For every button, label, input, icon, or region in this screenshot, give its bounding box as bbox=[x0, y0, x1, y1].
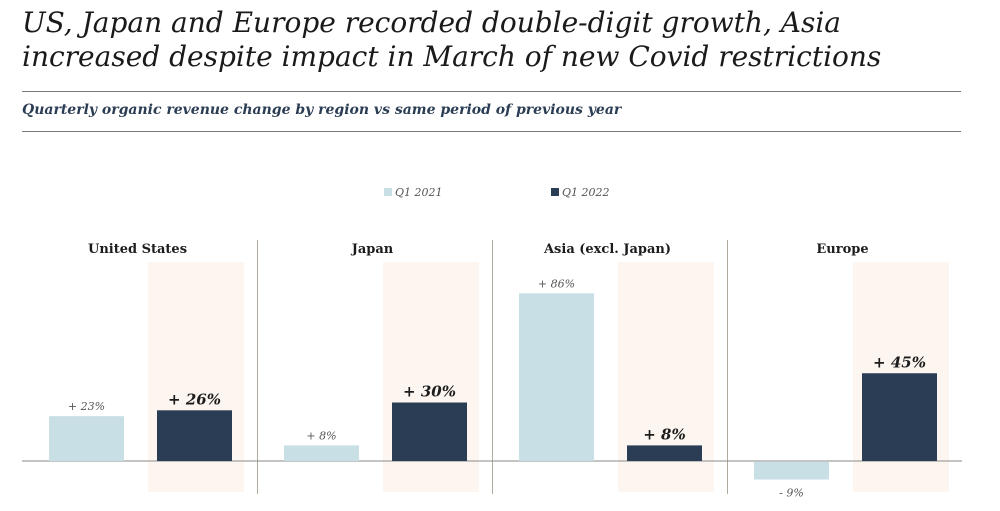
title-rule bbox=[22, 91, 961, 92]
legend: Q1 2021 Q1 2022 bbox=[384, 186, 610, 199]
subtitle-rule bbox=[22, 131, 961, 132]
category-label-asia-excl-japan: Asia (excl. Japan) bbox=[543, 242, 671, 257]
bar-q1-2021-united-states bbox=[49, 416, 124, 461]
panel-dividers bbox=[257, 240, 728, 494]
bar-q1-2022-united-states bbox=[157, 410, 232, 461]
data-label-q1-2022-united-states: + 26% bbox=[168, 390, 221, 408]
data-label-q1-2021-japan: + 8% bbox=[306, 429, 336, 442]
data-label-q1-2022-europe: + 45% bbox=[873, 353, 926, 371]
bar-q1-2022-asia-excl-japan bbox=[627, 445, 702, 461]
legend-label-q1-2021: Q1 2021 bbox=[395, 186, 443, 199]
bar-q1-2021-europe bbox=[754, 462, 829, 480]
category-label-europe: Europe bbox=[816, 242, 868, 257]
bar-q1-2022-europe bbox=[862, 373, 937, 461]
data-label-q1-2021-europe: - 9% bbox=[779, 487, 804, 500]
legend-swatch-q1-2021 bbox=[384, 188, 392, 196]
bars bbox=[49, 293, 937, 480]
category-labels: United States Japan Asia (excl. Japan) Euro… bbox=[88, 242, 869, 257]
data-label-q1-2022-asia-excl-japan: + 8% bbox=[643, 425, 685, 443]
data-label-q1-2021-asia-excl-japan: + 86% bbox=[538, 277, 575, 290]
data-label-q1-2022-japan: + 30% bbox=[403, 383, 456, 401]
chart-title: US, Japan and Europe recorded double-dig… bbox=[22, 6, 882, 73]
chart-subtitle: Quarterly organic revenue change by regi… bbox=[22, 102, 622, 118]
category-label-united-states: United States bbox=[88, 242, 187, 257]
bar-q1-2022-japan bbox=[392, 402, 467, 461]
data-labels: + 23% + 26% + 8% + 30% + 86% + 8% - 9% + 45% bbox=[68, 277, 926, 499]
data-label-q1-2021-united-states: + 23% bbox=[68, 400, 105, 413]
category-label-japan: Japan bbox=[351, 242, 394, 257]
legend-label-q1-2022: Q1 2022 bbox=[562, 186, 610, 199]
legend-swatch-q1-2022 bbox=[551, 188, 559, 196]
bar-q1-2021-asia-excl-japan bbox=[519, 293, 594, 461]
bar-q1-2021-japan bbox=[284, 445, 359, 461]
